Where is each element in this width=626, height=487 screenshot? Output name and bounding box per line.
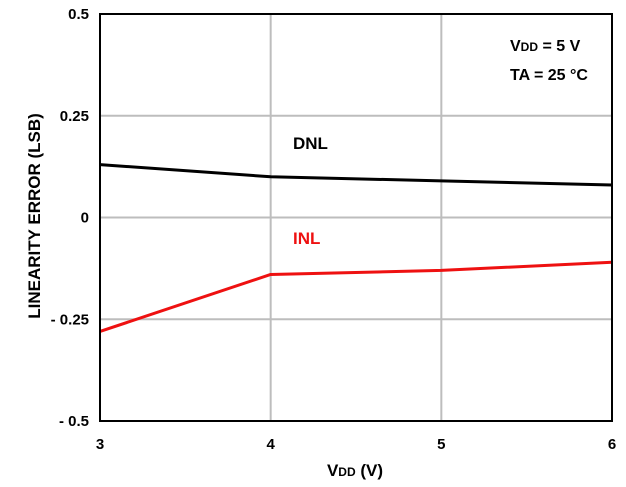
plot-frame xyxy=(99,13,613,422)
ta-annotation: TA = 25 °C xyxy=(510,67,588,84)
vdd-annotation: VDD = 5 V xyxy=(510,38,581,55)
y-tick-label: - 0.5 xyxy=(59,413,89,430)
inl-series-line xyxy=(99,260,613,333)
y-axis-title: LINEARITY ERROR (LSB) xyxy=(25,113,44,319)
dnl-label: DNL xyxy=(293,134,328,153)
y-tick-label: 0.5 xyxy=(68,6,89,23)
series-lines xyxy=(99,163,613,333)
dnl-series-line xyxy=(99,163,613,187)
grid-lines xyxy=(100,14,612,421)
y-tick-label: 0.25 xyxy=(60,108,89,125)
x-tick-label: 4 xyxy=(266,436,275,453)
x-tick-label: 5 xyxy=(437,436,445,453)
x-tick-labels: 3 4 5 6 xyxy=(96,436,616,453)
y-tick-label: - 0.25 xyxy=(51,311,89,328)
x-axis-title: VDD (V) xyxy=(327,461,383,480)
x-tick-label: 6 xyxy=(608,436,616,453)
x-tick-label: 3 xyxy=(96,436,104,453)
y-tick-labels: 0.5 0.25 0 - 0.25 - 0.5 xyxy=(51,6,89,430)
inl-label: INL xyxy=(293,229,320,248)
y-tick-label: 0 xyxy=(81,210,89,227)
